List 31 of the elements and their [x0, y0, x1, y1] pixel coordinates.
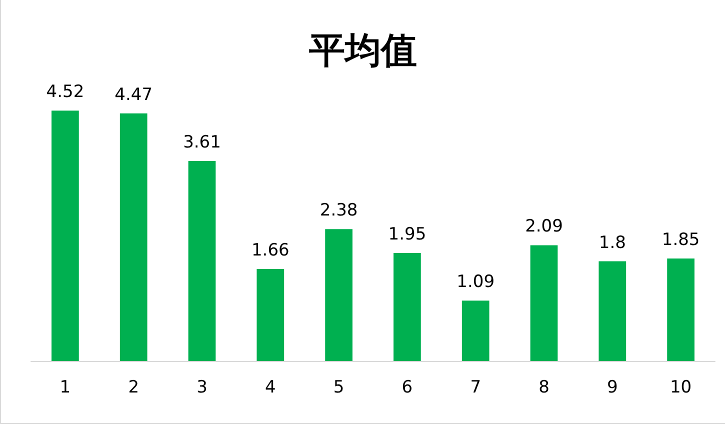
x-tick-label: 1: [60, 378, 71, 398]
x-tick-label: 2: [128, 378, 140, 398]
bar: [394, 252, 421, 361]
x-tick-label: 8: [538, 378, 550, 398]
data-label: 3.61: [183, 132, 221, 153]
x-tick-label: 4: [264, 378, 276, 398]
x-tick-label: 9: [606, 378, 618, 398]
x-tick-label: 6: [402, 378, 413, 398]
bar: [462, 300, 490, 361]
x-tick-label: 3: [196, 378, 208, 398]
data-label: 4.47: [114, 84, 153, 105]
bar: [325, 229, 352, 361]
data-label: 4.52: [46, 82, 84, 102]
x-tick-label: 5: [333, 378, 344, 398]
bar: [256, 269, 284, 361]
data-label: 2.38: [320, 200, 358, 221]
data-label: 1.8: [598, 232, 626, 253]
bar: [667, 258, 694, 361]
chart-title: 平均值: [309, 30, 417, 72]
bar: [530, 245, 558, 361]
bar: [188, 161, 216, 361]
data-label: 1.85: [662, 230, 700, 250]
data-label: 1.95: [388, 224, 426, 244]
data-label: 1.09: [456, 272, 495, 292]
bar: [52, 110, 79, 361]
data-label: 2.09: [525, 216, 563, 237]
bar: [598, 261, 626, 361]
data-label: 1.66: [251, 240, 290, 261]
x-tick-label: 10: [670, 378, 692, 398]
bar: [120, 113, 148, 361]
x-tick-label: 7: [470, 378, 482, 398]
